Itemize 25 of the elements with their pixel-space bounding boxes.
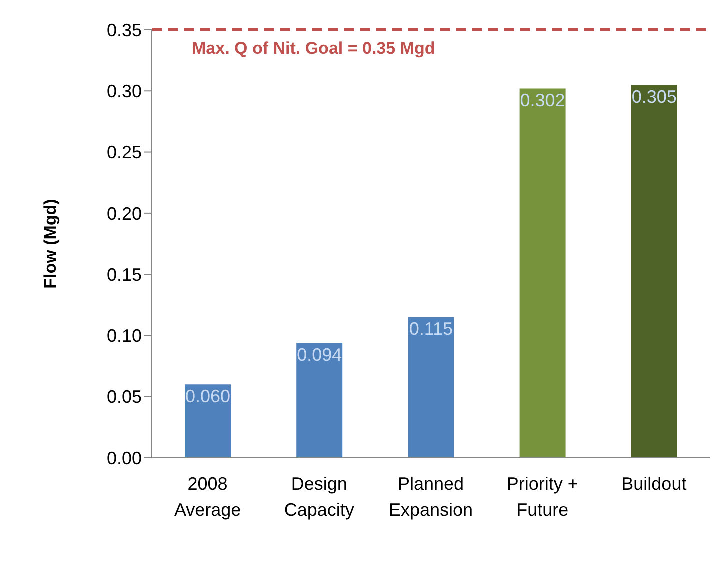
y-axis-title: Flow (Mgd) [41, 199, 60, 289]
bar [185, 384, 231, 458]
y-tick-label: 0.30 [106, 82, 142, 102]
x-tick-label: 2008 Average [174, 474, 242, 520]
data-label: 0.060 [185, 386, 231, 406]
ref-line-label: Max. Q of Nit. Goal = 0.35 Mgd [192, 39, 436, 58]
data-label: 0.302 [520, 90, 566, 110]
y-tick-label: 0.10 [106, 326, 142, 346]
y-tick-label: 0.05 [106, 387, 142, 408]
x-tick-label: Planned Expansion [388, 474, 474, 520]
data-label: 0.115 [409, 319, 454, 340]
y-tick-label: 0.35 [106, 20, 142, 40]
y-tick-label: 0.00 [106, 448, 142, 468]
data-label: 0.305 [632, 86, 677, 107]
bar [520, 88, 566, 458]
y-tick-label: 0.25 [106, 142, 142, 163]
y-tick-label: 0.15 [106, 264, 142, 285]
x-tick-label: Buildout [622, 474, 687, 494]
y-tick-label: 0.20 [106, 204, 142, 224]
bar [408, 317, 454, 458]
data-label: 0.094 [297, 344, 342, 365]
x-tick-label: Design Capacity [284, 474, 354, 520]
bar [296, 343, 343, 458]
bar [631, 85, 678, 458]
x-tick-label: Priority + Future [506, 474, 578, 520]
